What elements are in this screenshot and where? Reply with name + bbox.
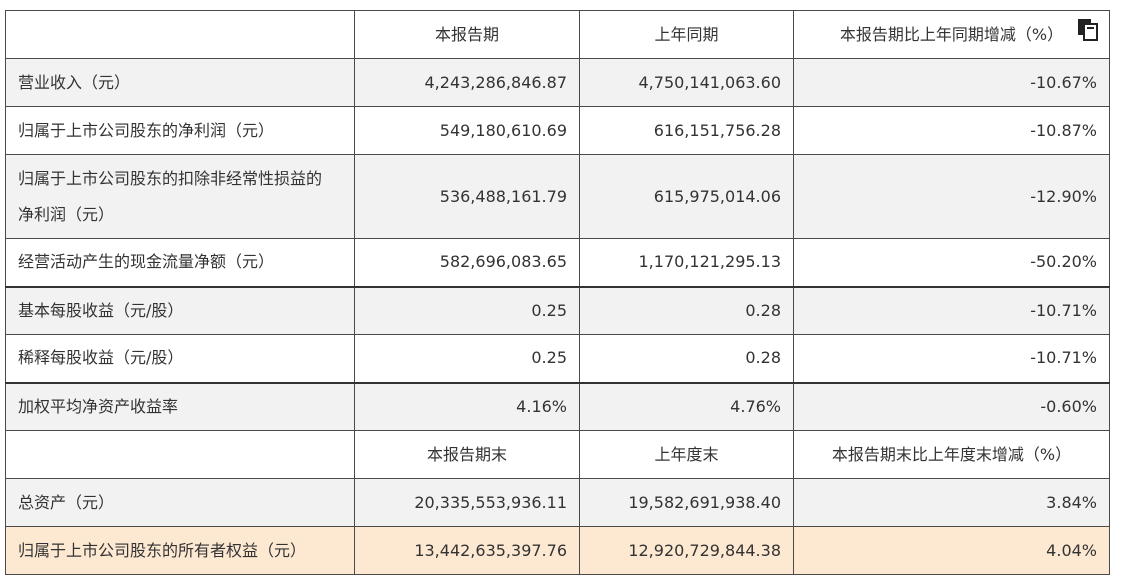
row-current: 20,335,553,936.11 xyxy=(354,478,580,527)
row-label: 加权平均净资产收益率 xyxy=(5,381,355,431)
row-label: 归属于上市公司股东的扣除非经常性损益的 净利润（元） xyxy=(5,154,355,239)
row-change: -0.60% xyxy=(793,381,1110,431)
subheader-empty-cell xyxy=(5,430,355,479)
row-label: 总资产（元） xyxy=(5,478,355,527)
row-prior: 616,151,756.28 xyxy=(579,106,794,155)
row-prior: 0.28 xyxy=(579,285,794,335)
copy-icon[interactable] xyxy=(1077,18,1099,42)
row-change: -10.87% xyxy=(793,106,1110,155)
header-change-label: 本报告期比上年同期增减（%） xyxy=(839,24,1064,44)
header-prior-period: 上年同期 xyxy=(579,10,794,59)
table-row-highlighted: 归属于上市公司股东的所有者权益（元） 13,442,635,397.76 12,… xyxy=(5,526,1110,575)
row-prior: 19,582,691,938.40 xyxy=(579,478,794,527)
table-row: 稀释每股收益（元/股） 0.25 0.28 -10.71% xyxy=(5,334,1110,383)
financial-summary-table: 本报告期 上年同期 本报告期比上年同期增减（%） 营业收入（元） 4,243,2… xyxy=(5,10,1110,575)
table-row: 基本每股收益（元/股） 0.25 0.28 -10.71% xyxy=(5,285,1110,335)
row-change: 3.84% xyxy=(793,478,1110,527)
row-label: 营业收入（元） xyxy=(5,58,355,107)
row-current: 4.16% xyxy=(354,381,580,431)
row-current: 536,488,161.79 xyxy=(354,154,580,239)
table-subheader-row: 本报告期末 上年度末 本报告期末比上年度末增减（%） xyxy=(5,430,1110,479)
row-current: 13,442,635,397.76 xyxy=(354,526,580,575)
row-current: 582,696,083.65 xyxy=(354,238,580,287)
subheader-period-end: 本报告期末 xyxy=(354,430,580,479)
row-change: -12.90% xyxy=(793,154,1110,239)
row-prior: 1,170,121,295.13 xyxy=(579,238,794,287)
row-label: 归属于上市公司股东的所有者权益（元） xyxy=(5,526,355,575)
table-row: 归属于上市公司股东的扣除非经常性损益的 净利润（元） 536,488,161.7… xyxy=(5,154,1110,239)
row-current: 549,180,610.69 xyxy=(354,106,580,155)
row-prior: 0.28 xyxy=(579,334,794,383)
header-empty-cell xyxy=(5,10,355,59)
row-change: -10.71% xyxy=(793,334,1110,383)
table-row: 加权平均净资产收益率 4.16% 4.76% -0.60% xyxy=(5,381,1110,431)
row-current: 0.25 xyxy=(354,334,580,383)
header-current-period: 本报告期 xyxy=(354,10,580,59)
row-prior: 4.76% xyxy=(579,381,794,431)
row-change: 4.04% xyxy=(793,526,1110,575)
row-current: 0.25 xyxy=(354,285,580,335)
row-label-line2: 净利润（元） xyxy=(18,204,115,224)
row-change: -10.71% xyxy=(793,285,1110,335)
row-label: 基本每股收益（元/股） xyxy=(5,285,355,335)
row-prior: 615,975,014.06 xyxy=(579,154,794,239)
table-row: 营业收入（元） 4,243,286,846.87 4,750,141,063.6… xyxy=(5,58,1110,107)
row-change: -10.67% xyxy=(793,58,1110,107)
row-label: 归属于上市公司股东的净利润（元） xyxy=(5,106,355,155)
subheader-change: 本报告期末比上年度末增减（%） xyxy=(793,430,1110,479)
row-prior: 12,920,729,844.38 xyxy=(579,526,794,575)
row-label-line1: 归属于上市公司股东的扣除非经常性损益的 xyxy=(18,168,323,188)
subheader-prior-year-end: 上年度末 xyxy=(579,430,794,479)
table-row: 归属于上市公司股东的净利润（元） 549,180,610.69 616,151,… xyxy=(5,106,1110,155)
header-change-cell: 本报告期比上年同期增减（%） xyxy=(793,10,1110,59)
table-row: 总资产（元） 20,335,553,936.11 19,582,691,938.… xyxy=(5,478,1110,527)
row-current: 4,243,286,846.87 xyxy=(354,58,580,107)
table-row: 经营活动产生的现金流量净额（元） 582,696,083.65 1,170,12… xyxy=(5,238,1110,287)
row-change: -50.20% xyxy=(793,238,1110,287)
row-label: 稀释每股收益（元/股） xyxy=(5,334,355,383)
table-header-row: 本报告期 上年同期 本报告期比上年同期增减（%） xyxy=(5,10,1110,59)
row-label: 经营活动产生的现金流量净额（元） xyxy=(5,238,355,287)
row-prior: 4,750,141,063.60 xyxy=(579,58,794,107)
